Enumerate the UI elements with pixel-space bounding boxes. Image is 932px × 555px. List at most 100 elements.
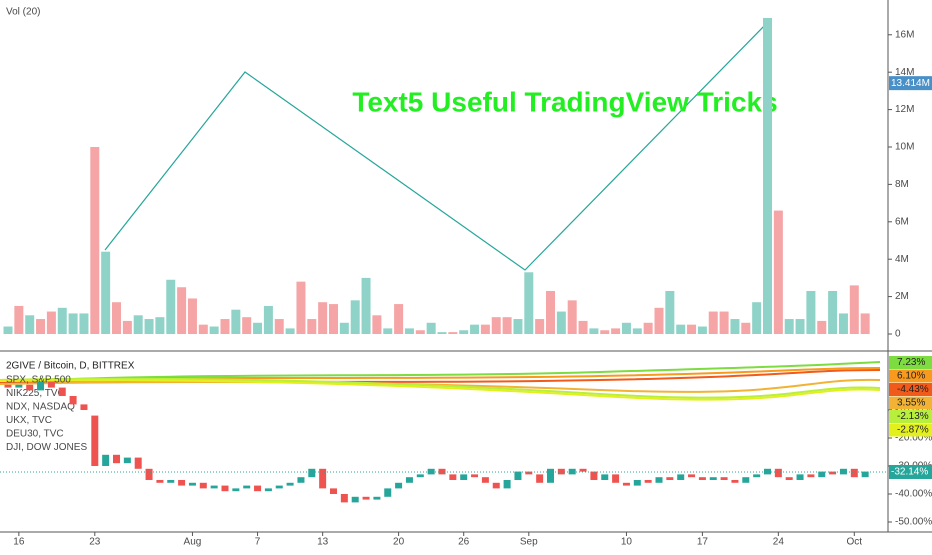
candle-body — [753, 474, 761, 478]
volume-bar — [676, 324, 686, 334]
candle-body — [818, 471, 826, 478]
y-tick-label: 2M — [895, 291, 909, 302]
volume-bar — [383, 328, 393, 334]
candle-body — [720, 477, 728, 480]
volume-bar — [546, 290, 555, 334]
legend-entry: UKX, TVC — [6, 415, 52, 426]
candle-body — [644, 479, 652, 483]
candle-body — [243, 485, 251, 489]
candle-body — [134, 457, 142, 469]
volume-bar — [14, 305, 24, 334]
volume-bar — [394, 304, 404, 334]
candle-body — [188, 482, 196, 486]
candle-body — [58, 387, 66, 396]
candle-body — [178, 479, 186, 486]
y-tick-label: 12M — [895, 104, 914, 115]
y-tick-label: 6M — [895, 216, 909, 227]
candle-body — [384, 488, 392, 497]
candle-body — [774, 468, 782, 478]
candle-body — [427, 468, 435, 475]
y-tick-label: -50.00% — [895, 517, 932, 528]
volume-bar — [285, 328, 295, 334]
volume-bar — [274, 319, 284, 334]
volume-bar — [415, 330, 425, 334]
x-tick-label: 23 — [89, 537, 101, 548]
candle-body — [351, 496, 359, 503]
candle-body — [601, 474, 609, 480]
volume-bar — [459, 330, 469, 334]
legend-entry: NDX, NASDAQ — [6, 402, 75, 413]
y-tick-label: 14M — [895, 67, 914, 78]
volume-bar — [198, 324, 208, 334]
compare-label: -4.43% — [897, 384, 929, 395]
volume-bar — [361, 277, 371, 334]
legend-entry: NIK225, TVC — [6, 388, 65, 399]
candle-body — [688, 474, 696, 478]
volume-bar — [784, 319, 794, 334]
volume-bar — [372, 315, 382, 334]
candle-body — [308, 468, 316, 478]
volume-bar — [79, 313, 89, 334]
volume-bar — [763, 17, 772, 334]
compare-label: -2.87% — [897, 425, 929, 436]
compare-badge — [889, 356, 932, 369]
candle-body — [481, 477, 489, 483]
candle-body — [547, 468, 554, 483]
volume-bar — [437, 332, 447, 334]
candle-body — [731, 479, 739, 483]
candle-body — [37, 381, 45, 391]
x-tick-label: 16 — [13, 537, 25, 548]
volume-bar — [513, 319, 523, 334]
x-tick-label: 13 — [317, 537, 329, 548]
candle-body — [492, 482, 500, 489]
legend-entry: SPX, S&P 500 — [6, 375, 71, 386]
x-tick-label: 20 — [393, 537, 405, 548]
volume-bar — [263, 305, 273, 334]
volume-bar — [36, 319, 46, 334]
volume-bar — [133, 315, 143, 334]
candle-body — [536, 474, 544, 483]
candle-body — [785, 477, 793, 480]
volume-bar — [426, 322, 436, 334]
volume-bar — [502, 317, 512, 334]
compare-label: 3.55% — [897, 398, 925, 409]
candle-body — [666, 477, 674, 480]
volume-bar — [741, 322, 751, 334]
candle-body — [579, 468, 587, 472]
volume-bar — [600, 330, 610, 334]
candle-body — [460, 474, 468, 480]
candle-body — [123, 457, 131, 464]
candle-body — [102, 454, 110, 466]
candle-body — [807, 474, 815, 478]
trend-drawing — [104, 19, 771, 271]
candle-body — [91, 415, 99, 466]
volume-bar — [253, 322, 263, 334]
candle-body — [709, 477, 717, 480]
legend-entry: DJI, DOW JONES — [6, 442, 87, 453]
volume-bar — [817, 320, 827, 334]
volume-bar — [470, 324, 480, 334]
volume-bar — [795, 319, 805, 334]
volume-bar — [350, 300, 360, 334]
y-tick-label: 16M — [895, 29, 914, 40]
compare-badge — [889, 410, 932, 423]
candle-body — [47, 381, 55, 388]
volume-bar — [535, 319, 545, 334]
volume-bar — [46, 311, 56, 334]
candle-body — [275, 485, 283, 489]
y-tick-label: 8M — [895, 179, 909, 190]
volume-bar — [730, 319, 740, 334]
volume-bar — [57, 307, 67, 334]
candle-body — [677, 474, 685, 480]
volume-bar — [329, 304, 338, 334]
candle-body — [167, 479, 175, 483]
volume-bar — [838, 313, 848, 334]
candle-body — [319, 468, 327, 489]
volume-bar — [524, 272, 534, 334]
y-tick-label: 10M — [895, 142, 914, 153]
volume-bar — [122, 320, 132, 334]
candle-body — [612, 474, 620, 483]
volume-bar — [155, 317, 165, 334]
last-value-badge — [889, 464, 932, 479]
